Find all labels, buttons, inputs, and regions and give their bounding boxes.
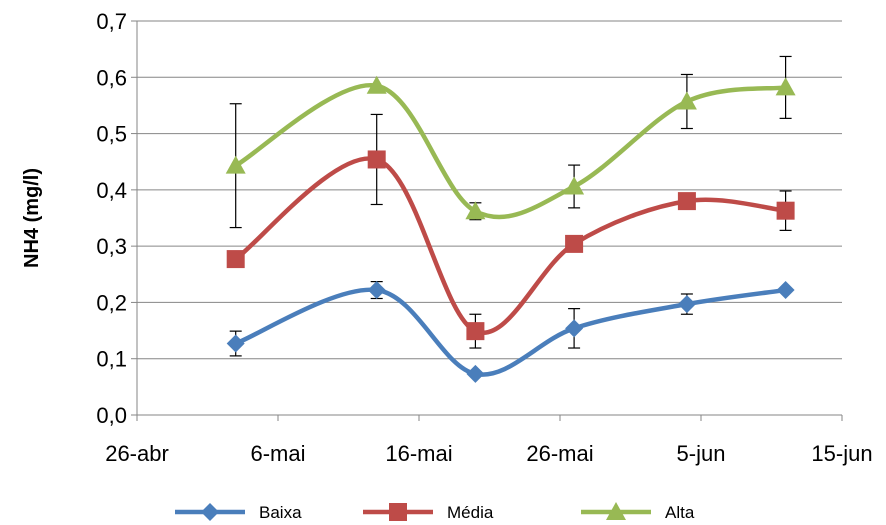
x-tick-label: 26-mai — [526, 441, 593, 466]
y-tick-labels: 0,0 0,1 0,2 0,3 0,4 0,5 0,6 0,7 — [96, 9, 127, 428]
y-tick-label: 0,2 — [96, 290, 127, 315]
y-tick-label: 0,0 — [96, 403, 127, 428]
data-point — [565, 319, 584, 338]
data-point — [367, 150, 386, 169]
legend-label: Alta — [665, 503, 695, 522]
x-tick-label: 5-jun — [677, 441, 726, 466]
data-point — [676, 91, 697, 110]
series — [225, 55, 796, 383]
data-point — [226, 334, 245, 353]
legend-marker — [606, 502, 626, 520]
legend-item-alta: Alta — [581, 502, 695, 522]
y-tick-label: 0,1 — [96, 347, 127, 372]
data-point — [367, 281, 386, 300]
legend: Baixa Média Alta — [175, 502, 695, 522]
series-line — [234, 83, 786, 220]
axes — [131, 20, 843, 421]
x-tick-label: 6-mai — [250, 441, 305, 466]
data-point — [677, 192, 696, 211]
series-alta — [225, 55, 796, 229]
data-point — [466, 364, 485, 383]
data-point — [677, 295, 696, 314]
y-tick-label: 0,5 — [96, 122, 127, 147]
y-tick-label: 0,6 — [96, 65, 127, 90]
y-axis-label: NH4 (mg/l) — [21, 168, 43, 268]
data-point — [776, 201, 795, 220]
legend-marker — [389, 503, 407, 521]
x-tick-labels: 26-abr 6-mai 16-mai 26-mai 5-jun 15-jun — [105, 441, 872, 466]
data-point — [564, 176, 585, 195]
data-point — [226, 250, 245, 269]
x-tick-label: 15-jun — [811, 441, 872, 466]
grid-lines — [137, 20, 842, 360]
y-tick-label: 0,7 — [96, 9, 127, 34]
y-tick-label: 0,3 — [96, 234, 127, 259]
data-point — [366, 75, 387, 94]
data-point — [465, 201, 486, 220]
x-tick-label: 26-abr — [105, 441, 169, 466]
y-tick-label: 0,4 — [96, 178, 127, 203]
series-baixa — [226, 281, 795, 383]
legend-marker — [201, 503, 219, 521]
data-point — [565, 234, 584, 253]
series-line — [234, 156, 786, 336]
data-point — [775, 77, 796, 96]
x-tick-label: 16-mai — [385, 441, 452, 466]
legend-label: Média — [447, 503, 494, 522]
data-point — [225, 155, 246, 174]
legend-item-média: Média — [363, 503, 494, 522]
series-média — [226, 113, 795, 349]
legend-item-baixa: Baixa — [175, 503, 302, 522]
data-point — [776, 281, 795, 300]
data-point — [466, 322, 485, 341]
legend-label: Baixa — [259, 503, 302, 522]
